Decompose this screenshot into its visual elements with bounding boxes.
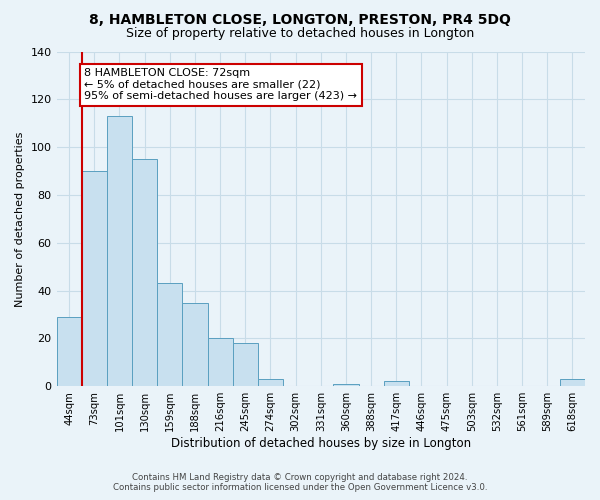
Y-axis label: Number of detached properties: Number of detached properties xyxy=(15,131,25,306)
Bar xyxy=(258,379,283,386)
Bar xyxy=(56,317,82,386)
Bar xyxy=(560,379,585,386)
Bar xyxy=(233,343,258,386)
X-axis label: Distribution of detached houses by size in Longton: Distribution of detached houses by size … xyxy=(171,437,471,450)
Bar xyxy=(82,171,107,386)
Text: Contains HM Land Registry data © Crown copyright and database right 2024.
Contai: Contains HM Land Registry data © Crown c… xyxy=(113,473,487,492)
Text: 8 HAMBLETON CLOSE: 72sqm
← 5% of detached houses are smaller (22)
95% of semi-de: 8 HAMBLETON CLOSE: 72sqm ← 5% of detache… xyxy=(84,68,357,102)
Text: 8, HAMBLETON CLOSE, LONGTON, PRESTON, PR4 5DQ: 8, HAMBLETON CLOSE, LONGTON, PRESTON, PR… xyxy=(89,12,511,26)
Bar xyxy=(132,159,157,386)
Bar xyxy=(383,382,409,386)
Bar xyxy=(208,338,233,386)
Bar xyxy=(157,284,182,386)
Bar xyxy=(334,384,359,386)
Bar xyxy=(182,302,208,386)
Text: Size of property relative to detached houses in Longton: Size of property relative to detached ho… xyxy=(126,28,474,40)
Bar xyxy=(107,116,132,386)
